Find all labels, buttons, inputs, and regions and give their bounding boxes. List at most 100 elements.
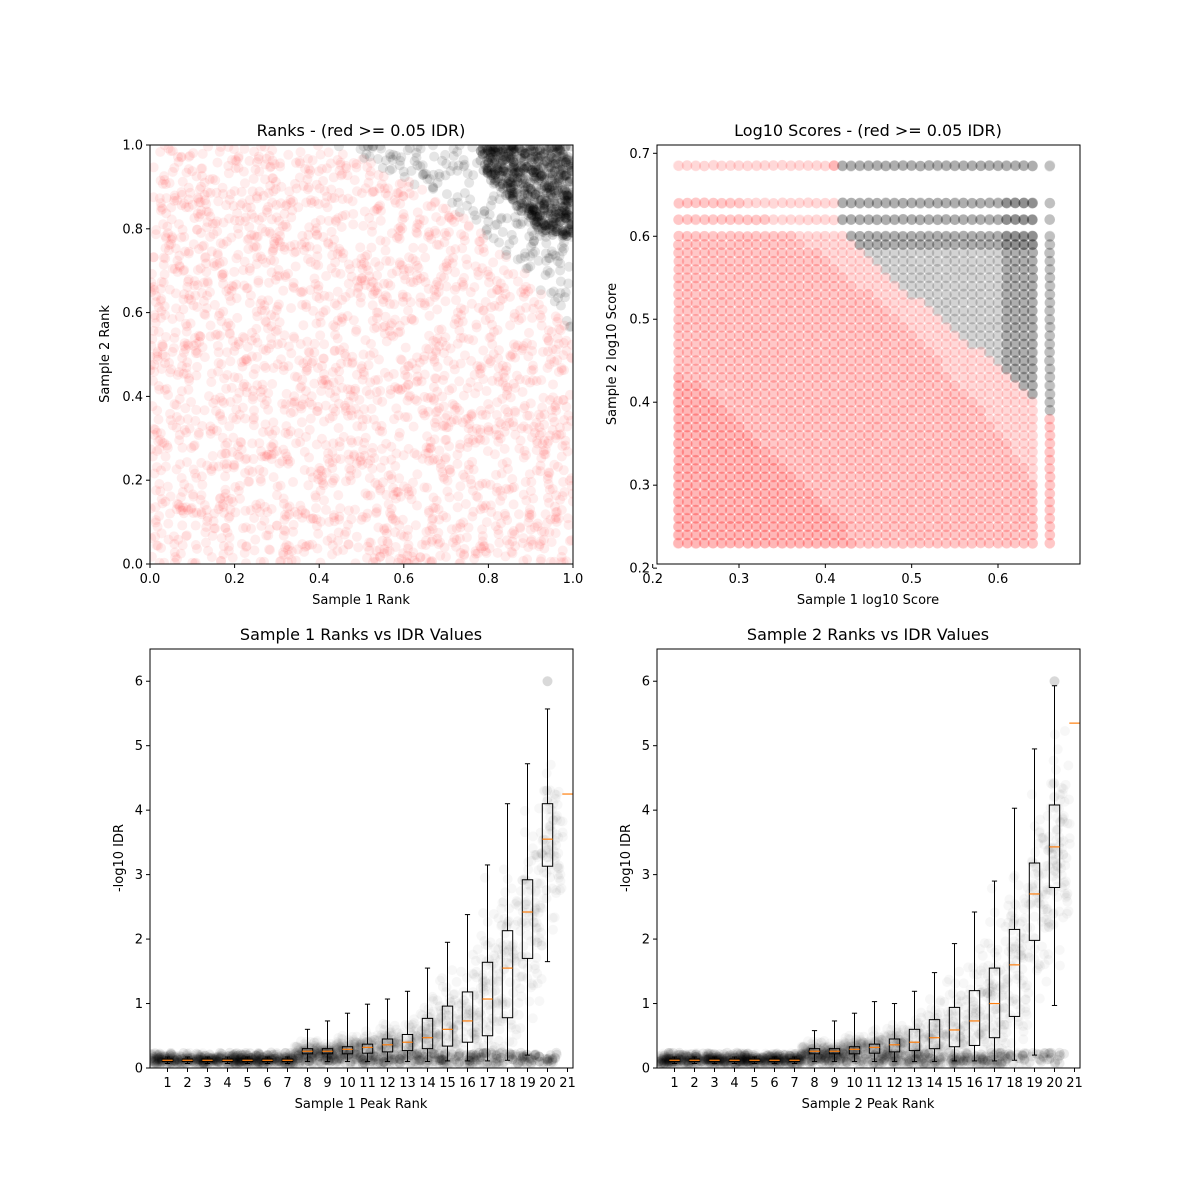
point-red — [478, 374, 489, 385]
point-red — [205, 428, 216, 439]
point-red — [394, 520, 405, 531]
point-black — [428, 183, 439, 194]
point-red — [258, 190, 269, 201]
point-red — [551, 512, 562, 523]
point-red — [534, 430, 545, 441]
point-red — [317, 378, 328, 389]
point-red — [240, 413, 251, 424]
point-red — [360, 280, 371, 291]
point-red — [504, 539, 515, 550]
point-red — [349, 504, 360, 515]
point-red — [180, 403, 191, 414]
point-red — [270, 184, 281, 195]
point-red — [292, 544, 303, 555]
point-red — [332, 333, 343, 344]
x-tick-label: 0.2 — [224, 572, 245, 587]
point-red — [203, 145, 214, 152]
point-red — [434, 514, 445, 525]
point-red — [432, 533, 443, 544]
point-red — [151, 290, 162, 301]
point-red — [268, 186, 279, 197]
point-red — [239, 280, 250, 291]
point-red — [448, 414, 459, 425]
point-red — [505, 320, 516, 331]
point-black — [380, 155, 391, 166]
point-red — [527, 360, 538, 371]
point-red — [177, 352, 188, 363]
point-red — [279, 514, 290, 525]
point-red — [182, 281, 193, 292]
point-red — [286, 555, 297, 564]
point-red — [538, 392, 549, 403]
point-red — [180, 344, 191, 355]
point-red — [499, 508, 510, 519]
point-black — [504, 145, 515, 156]
point-red — [176, 386, 187, 397]
point-red — [160, 451, 171, 462]
point-red — [492, 547, 503, 558]
point-red — [226, 493, 237, 504]
point-red — [348, 208, 359, 219]
point-red — [412, 375, 423, 386]
point-black — [555, 288, 566, 299]
point-red — [199, 352, 210, 363]
point-red — [152, 427, 163, 438]
point-red — [299, 464, 310, 475]
point-red — [477, 478, 488, 489]
point-black — [419, 168, 430, 179]
point-red — [367, 442, 378, 453]
point-red — [550, 400, 561, 411]
point-red — [150, 515, 161, 526]
point-red — [461, 414, 472, 425]
point-red — [448, 359, 459, 370]
point-red — [191, 370, 202, 381]
point-black — [554, 163, 565, 174]
point-red — [289, 396, 300, 407]
point-red — [294, 172, 305, 183]
point-red — [261, 395, 272, 406]
point-red — [383, 499, 394, 510]
point-red — [259, 451, 270, 462]
point-black — [502, 213, 513, 224]
point-red — [467, 511, 478, 522]
point-red — [524, 410, 535, 421]
point-red — [321, 504, 332, 515]
point-black — [412, 145, 423, 152]
point-red — [495, 419, 506, 430]
point-red — [372, 288, 383, 299]
point-red — [359, 206, 370, 217]
point-red — [203, 545, 214, 556]
point-red — [337, 313, 348, 324]
point-red — [349, 449, 360, 460]
point-red — [156, 202, 167, 213]
point-red — [305, 195, 316, 206]
point-red — [424, 230, 435, 241]
point-black — [411, 152, 422, 163]
point-black — [494, 179, 505, 190]
point-red — [233, 372, 244, 383]
point-red — [212, 248, 223, 259]
point-red — [260, 174, 271, 185]
point-red — [454, 376, 465, 387]
point-red — [178, 304, 189, 315]
point-red — [398, 450, 409, 461]
point-red — [169, 195, 180, 206]
point-red — [163, 145, 174, 154]
point-red — [518, 284, 529, 295]
point-red — [288, 277, 299, 288]
point-red — [492, 397, 503, 408]
point-red — [447, 383, 458, 394]
point-red — [536, 453, 547, 464]
point-red — [324, 291, 335, 302]
point-red — [252, 337, 263, 348]
point-red — [454, 558, 465, 564]
point-red — [228, 412, 239, 423]
point-red — [196, 509, 207, 520]
point-red — [452, 415, 463, 426]
point-red — [304, 168, 315, 179]
point-red — [406, 314, 417, 325]
point-red — [459, 235, 470, 246]
point-red — [157, 341, 168, 352]
point-black — [441, 158, 452, 169]
point-red — [295, 401, 306, 412]
